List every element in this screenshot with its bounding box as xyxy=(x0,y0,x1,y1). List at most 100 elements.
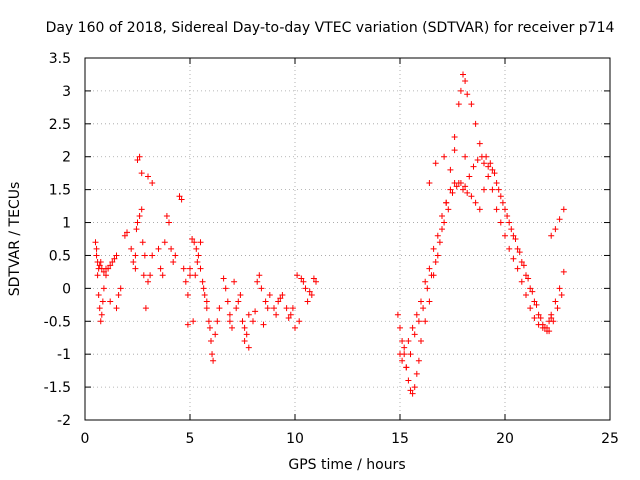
data-point xyxy=(510,255,517,262)
data-point xyxy=(245,311,252,318)
data-point xyxy=(460,71,466,78)
data-point xyxy=(472,120,479,127)
x-tick-label: 5 xyxy=(186,431,195,447)
data-point xyxy=(292,324,298,331)
data-point xyxy=(481,160,487,167)
data-point xyxy=(195,252,202,259)
y-tick-label: -1 xyxy=(57,347,71,363)
data-point xyxy=(476,206,483,213)
data-point xyxy=(418,298,424,305)
x-tick-label: 25 xyxy=(601,431,619,447)
series-early-cluster-c xyxy=(184,236,223,364)
data-point xyxy=(93,252,100,259)
data-point xyxy=(287,311,294,318)
data-point xyxy=(141,252,148,259)
data-point xyxy=(97,318,104,325)
data-point xyxy=(439,212,445,219)
data-point xyxy=(426,298,433,305)
data-point xyxy=(260,321,267,328)
data-point xyxy=(170,259,177,266)
data-point xyxy=(420,305,427,312)
data-point xyxy=(506,245,513,252)
data-point xyxy=(250,318,256,325)
data-point xyxy=(539,321,546,328)
data-point xyxy=(472,199,479,206)
data-point xyxy=(523,291,529,298)
series-main-track-1 xyxy=(394,71,555,397)
y-tick-label: -0.5 xyxy=(44,314,71,330)
data-point xyxy=(229,324,235,331)
data-point xyxy=(556,285,563,292)
data-point xyxy=(222,285,229,292)
data-point xyxy=(502,206,508,213)
data-point xyxy=(166,219,172,226)
data-point xyxy=(193,245,200,252)
data-point xyxy=(184,291,191,298)
data-point xyxy=(138,170,145,177)
data-point xyxy=(510,232,517,239)
data-point xyxy=(422,318,429,325)
y-tick-label: 3 xyxy=(62,84,71,100)
data-point xyxy=(476,140,483,147)
data-point xyxy=(399,357,406,364)
data-point xyxy=(243,331,250,338)
data-point xyxy=(434,232,441,239)
data-point xyxy=(159,272,166,279)
data-point xyxy=(560,206,567,213)
data-point xyxy=(474,157,481,164)
series-main-track-3 xyxy=(399,147,567,371)
data-point xyxy=(134,219,141,226)
data-point xyxy=(405,338,412,345)
data-point xyxy=(147,272,154,279)
x-axis-label: GPS time / hours xyxy=(288,457,405,473)
y-tick-label: 1.5 xyxy=(49,183,71,199)
y-axis-label: SDTVAR / TECUs xyxy=(7,182,23,297)
data-point xyxy=(527,285,534,292)
data-point xyxy=(99,298,106,305)
data-point xyxy=(518,259,525,266)
data-point xyxy=(199,278,206,285)
tick-labels: 0 5 10 15 20 25 -2 -1.5 -1 -0.5 0 0.5 1 1.5 2 2.5 3 3.5 xyxy=(44,51,619,447)
data-point xyxy=(411,331,418,338)
data-point xyxy=(96,305,103,312)
data-point xyxy=(415,318,422,325)
data-point xyxy=(462,78,469,85)
series-main-track-2 xyxy=(397,163,567,358)
data-point xyxy=(216,305,223,312)
data-point xyxy=(497,219,504,226)
y-tick-label: 3.5 xyxy=(49,51,71,67)
data-point xyxy=(531,314,538,321)
data-point xyxy=(212,331,219,338)
data-point xyxy=(138,206,145,213)
data-point xyxy=(520,262,527,269)
data-point xyxy=(453,183,460,190)
grid xyxy=(85,58,610,420)
data-point xyxy=(403,364,410,371)
data-point xyxy=(209,351,216,358)
data-point xyxy=(552,298,559,305)
data-point xyxy=(145,173,151,180)
data-point xyxy=(451,133,458,140)
data-point xyxy=(298,275,305,282)
data-point xyxy=(550,318,557,325)
data-point xyxy=(245,344,252,351)
data-point xyxy=(113,252,120,259)
data-point xyxy=(139,239,146,246)
y-tick-label: 0.5 xyxy=(49,248,71,264)
y-tick-label: 1 xyxy=(62,216,71,232)
data-point xyxy=(514,245,521,252)
data-point xyxy=(552,226,559,233)
data-point xyxy=(464,189,471,196)
data-point xyxy=(409,324,416,331)
data-point xyxy=(136,212,143,219)
data-point xyxy=(220,275,227,282)
data-point xyxy=(413,311,420,318)
data-point xyxy=(149,180,156,187)
data-point xyxy=(266,291,273,298)
data-point xyxy=(535,311,542,318)
data-point xyxy=(264,305,271,312)
data-point xyxy=(451,147,458,154)
data-point xyxy=(194,259,201,266)
data-point xyxy=(94,272,101,279)
data-point xyxy=(210,357,217,364)
